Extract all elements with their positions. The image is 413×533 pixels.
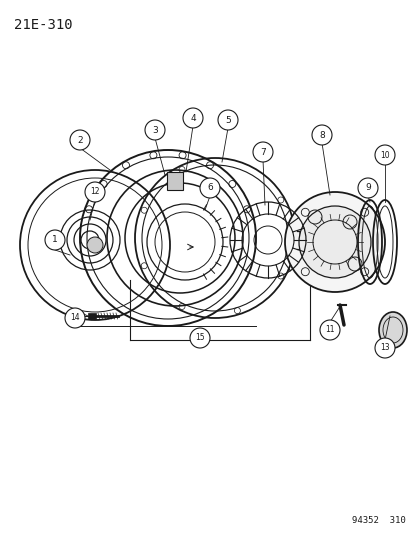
Circle shape — [311, 125, 331, 145]
Circle shape — [374, 338, 394, 358]
Circle shape — [298, 206, 370, 278]
Circle shape — [85, 182, 105, 202]
Circle shape — [199, 178, 219, 198]
Circle shape — [374, 145, 394, 165]
Bar — [88, 313, 96, 319]
Text: 15: 15 — [195, 334, 204, 343]
Text: 5: 5 — [225, 116, 230, 125]
Circle shape — [357, 178, 377, 198]
Text: 8: 8 — [318, 131, 324, 140]
Text: 21E-310: 21E-310 — [14, 18, 72, 32]
Text: 3: 3 — [152, 125, 157, 134]
Circle shape — [190, 328, 209, 348]
Ellipse shape — [378, 312, 406, 348]
Text: 1: 1 — [52, 236, 58, 245]
Text: 94352  310: 94352 310 — [351, 516, 405, 525]
Text: 10: 10 — [379, 150, 389, 159]
Text: 11: 11 — [325, 326, 334, 335]
Text: 6: 6 — [206, 183, 212, 192]
Bar — [166, 172, 183, 190]
Circle shape — [218, 110, 237, 130]
Text: 14: 14 — [70, 313, 80, 322]
Circle shape — [145, 120, 165, 140]
Circle shape — [319, 320, 339, 340]
Circle shape — [87, 237, 103, 253]
Text: 2: 2 — [77, 135, 83, 144]
Circle shape — [183, 108, 202, 128]
Text: 7: 7 — [259, 148, 265, 157]
Circle shape — [284, 192, 384, 292]
Text: 9: 9 — [364, 183, 370, 192]
Circle shape — [70, 130, 90, 150]
Text: 4: 4 — [190, 114, 195, 123]
Text: 12: 12 — [90, 188, 100, 197]
Text: 13: 13 — [379, 343, 389, 352]
Circle shape — [65, 308, 85, 328]
Circle shape — [45, 230, 65, 250]
Circle shape — [252, 142, 272, 162]
